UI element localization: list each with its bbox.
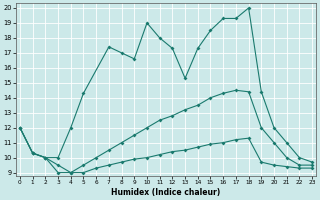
X-axis label: Humidex (Indice chaleur): Humidex (Indice chaleur) [111, 188, 221, 197]
